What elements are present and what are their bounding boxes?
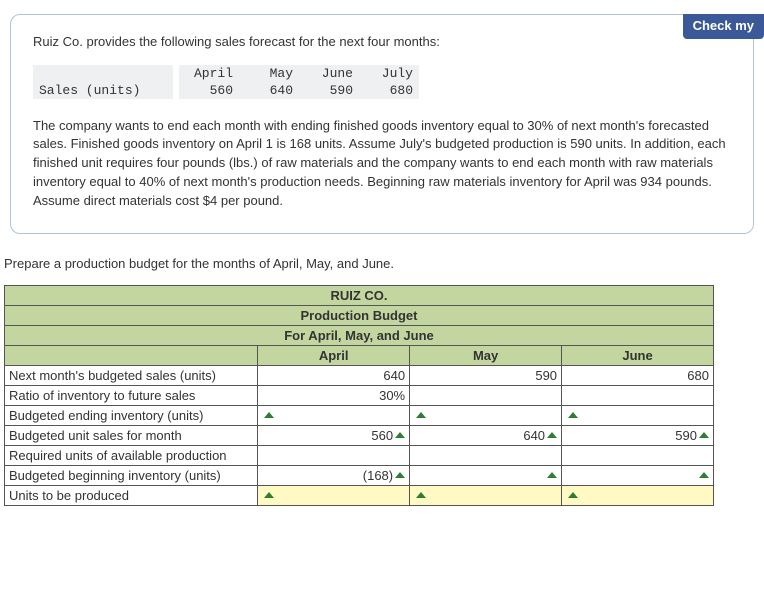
budget-cell-value: 590 — [675, 428, 697, 443]
budget-cell[interactable] — [410, 465, 562, 485]
validation-tick-icon — [416, 412, 426, 418]
budget-cell-value: (168) — [363, 468, 393, 483]
validation-tick-icon — [264, 412, 274, 418]
budget-company: RUIZ CO. — [5, 285, 714, 305]
budget-col-0: April — [258, 345, 410, 365]
budget-cell[interactable] — [258, 485, 410, 505]
budget-row-label: Units to be produced — [5, 485, 258, 505]
validation-tick-icon — [568, 492, 578, 498]
budget-period: For April, May, and June — [5, 325, 714, 345]
validation-tick-icon — [264, 492, 274, 498]
budget-cell[interactable] — [258, 445, 410, 465]
production-budget-table: RUIZ CO. Production Budget For April, Ma… — [4, 285, 714, 506]
budget-cell[interactable] — [562, 465, 714, 485]
narrative-text: The company wants to end each month with… — [33, 117, 731, 211]
budget-cell-value: 30% — [379, 388, 405, 403]
budget-cell[interactable]: 640 — [258, 365, 410, 385]
budget-cell[interactable] — [562, 485, 714, 505]
budget-cell-value: 640 — [523, 428, 545, 443]
validation-tick-icon — [395, 472, 405, 478]
budget-cell[interactable]: 560 — [258, 425, 410, 445]
forecast-month-1: May — [239, 65, 299, 82]
budget-cell[interactable] — [258, 405, 410, 425]
forecast-month-2: June — [299, 65, 359, 82]
budget-cell[interactable] — [410, 485, 562, 505]
budget-col-2: June — [562, 345, 714, 365]
budget-col-1: May — [410, 345, 562, 365]
production-budget-table-wrap: RUIZ CO. Production Budget For April, Ma… — [4, 285, 764, 506]
budget-row-label: Ratio of inventory to future sales — [5, 385, 258, 405]
budget-cell[interactable]: 640 — [410, 425, 562, 445]
budget-row-label: Budgeted ending inventory (units) — [5, 405, 258, 425]
budget-cell[interactable]: (168) — [258, 465, 410, 485]
budget-cell-value: 680 — [687, 368, 709, 383]
validation-tick-icon — [395, 432, 405, 438]
validation-tick-icon — [547, 472, 557, 478]
intro-text: Ruiz Co. provides the following sales fo… — [33, 33, 731, 51]
budget-cell[interactable]: 590 — [410, 365, 562, 385]
validation-tick-icon — [416, 492, 426, 498]
forecast-blank-header — [33, 65, 173, 82]
budget-cell[interactable] — [410, 405, 562, 425]
budget-blank-col-header — [5, 345, 258, 365]
budget-cell[interactable]: 30% — [258, 385, 410, 405]
budget-row-label: Budgeted unit sales for month — [5, 425, 258, 445]
forecast-month-3: July — [359, 65, 419, 82]
problem-statement-box: Ruiz Co. provides the following sales fo… — [10, 14, 754, 234]
validation-tick-icon — [568, 412, 578, 418]
budget-row-label: Budgeted beginning inventory (units) — [5, 465, 258, 485]
budget-row-label: Required units of available production — [5, 445, 258, 465]
budget-cell[interactable] — [562, 445, 714, 465]
budget-cell-value: 590 — [535, 368, 557, 383]
forecast-month-0: April — [179, 65, 239, 82]
forecast-val-1: 640 — [239, 82, 299, 99]
budget-cell-value: 560 — [371, 428, 393, 443]
forecast-row-label: Sales (units) — [33, 82, 173, 99]
validation-tick-icon — [699, 472, 709, 478]
budget-cell-value: 640 — [383, 368, 405, 383]
validation-tick-icon — [547, 432, 557, 438]
forecast-val-3: 680 — [359, 82, 419, 99]
budget-cell[interactable] — [410, 385, 562, 405]
budget-cell[interactable]: 680 — [562, 365, 714, 385]
instruction-text: Prepare a production budget for the mont… — [4, 256, 764, 271]
budget-title: Production Budget — [5, 305, 714, 325]
check-my-button[interactable]: Check my — [683, 14, 764, 39]
sales-forecast-table: April May June July Sales (units) 560 64… — [33, 65, 419, 99]
forecast-val-2: 590 — [299, 82, 359, 99]
budget-cell[interactable] — [562, 385, 714, 405]
validation-tick-icon — [699, 432, 709, 438]
budget-cell[interactable] — [410, 445, 562, 465]
forecast-val-0: 560 — [179, 82, 239, 99]
budget-cell[interactable]: 590 — [562, 425, 714, 445]
budget-cell[interactable] — [562, 405, 714, 425]
budget-row-label: Next month's budgeted sales (units) — [5, 365, 258, 385]
